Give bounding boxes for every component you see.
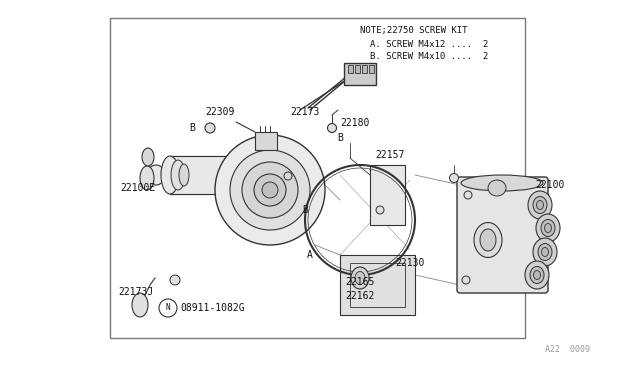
Circle shape <box>230 150 310 230</box>
Text: B: B <box>189 123 195 133</box>
Ellipse shape <box>480 229 496 251</box>
Text: 22165: 22165 <box>345 277 374 287</box>
Bar <box>255 132 277 150</box>
Ellipse shape <box>533 196 547 214</box>
Circle shape <box>262 182 278 198</box>
Ellipse shape <box>355 272 365 285</box>
Text: A22  0009: A22 0009 <box>545 346 590 355</box>
Bar <box>344 63 376 85</box>
Text: 22173: 22173 <box>290 107 319 117</box>
Text: B: B <box>337 133 343 143</box>
Ellipse shape <box>161 156 179 194</box>
Text: B. SCREW M4x10 ....  2: B. SCREW M4x10 .... 2 <box>370 51 488 61</box>
Ellipse shape <box>171 160 185 190</box>
Bar <box>370 165 405 225</box>
Text: 22309: 22309 <box>205 107 234 117</box>
Text: B: B <box>302 205 308 215</box>
Ellipse shape <box>545 224 552 232</box>
Ellipse shape <box>488 180 506 196</box>
Text: 22157: 22157 <box>375 150 404 160</box>
Ellipse shape <box>541 219 555 237</box>
Text: A: A <box>307 250 313 260</box>
Text: NOTE;22750 SCREW KIT: NOTE;22750 SCREW KIT <box>360 26 467 35</box>
Circle shape <box>215 135 325 245</box>
Bar <box>350 263 405 307</box>
Text: 22100E: 22100E <box>120 183 156 193</box>
Bar <box>369 65 374 73</box>
Bar <box>348 65 353 73</box>
Circle shape <box>464 191 472 199</box>
Text: 22173J: 22173J <box>118 287 153 297</box>
FancyBboxPatch shape <box>457 177 548 293</box>
Circle shape <box>376 206 384 214</box>
Ellipse shape <box>534 270 541 279</box>
Circle shape <box>159 299 177 317</box>
Ellipse shape <box>530 266 544 283</box>
Circle shape <box>170 275 180 285</box>
Circle shape <box>462 276 470 284</box>
Circle shape <box>328 124 337 132</box>
Bar <box>355 65 360 73</box>
Ellipse shape <box>536 214 560 242</box>
Circle shape <box>284 172 292 180</box>
Text: 22100: 22100 <box>535 180 564 190</box>
Ellipse shape <box>536 201 543 209</box>
Ellipse shape <box>533 238 557 266</box>
Text: N: N <box>166 304 170 312</box>
Bar <box>170 156 300 194</box>
Ellipse shape <box>525 261 549 289</box>
Text: A. SCREW M4x12 ....  2: A. SCREW M4x12 .... 2 <box>370 39 488 48</box>
Ellipse shape <box>528 191 552 219</box>
Circle shape <box>242 162 298 218</box>
Bar <box>340 255 415 315</box>
Ellipse shape <box>538 244 552 260</box>
Text: 22180: 22180 <box>340 118 369 128</box>
Ellipse shape <box>461 175 543 191</box>
Ellipse shape <box>132 293 148 317</box>
Bar <box>362 65 367 73</box>
Ellipse shape <box>179 164 189 186</box>
Bar <box>110 18 525 338</box>
Circle shape <box>205 123 215 133</box>
Text: 08911-1082G: 08911-1082G <box>180 303 244 313</box>
Ellipse shape <box>541 247 548 257</box>
Text: 22162: 22162 <box>345 291 374 301</box>
Ellipse shape <box>474 222 502 257</box>
Ellipse shape <box>142 148 154 166</box>
Circle shape <box>449 173 458 183</box>
Circle shape <box>254 174 286 206</box>
Text: 22130: 22130 <box>395 258 424 268</box>
Ellipse shape <box>147 165 165 185</box>
Ellipse shape <box>351 267 369 289</box>
Ellipse shape <box>140 166 154 190</box>
